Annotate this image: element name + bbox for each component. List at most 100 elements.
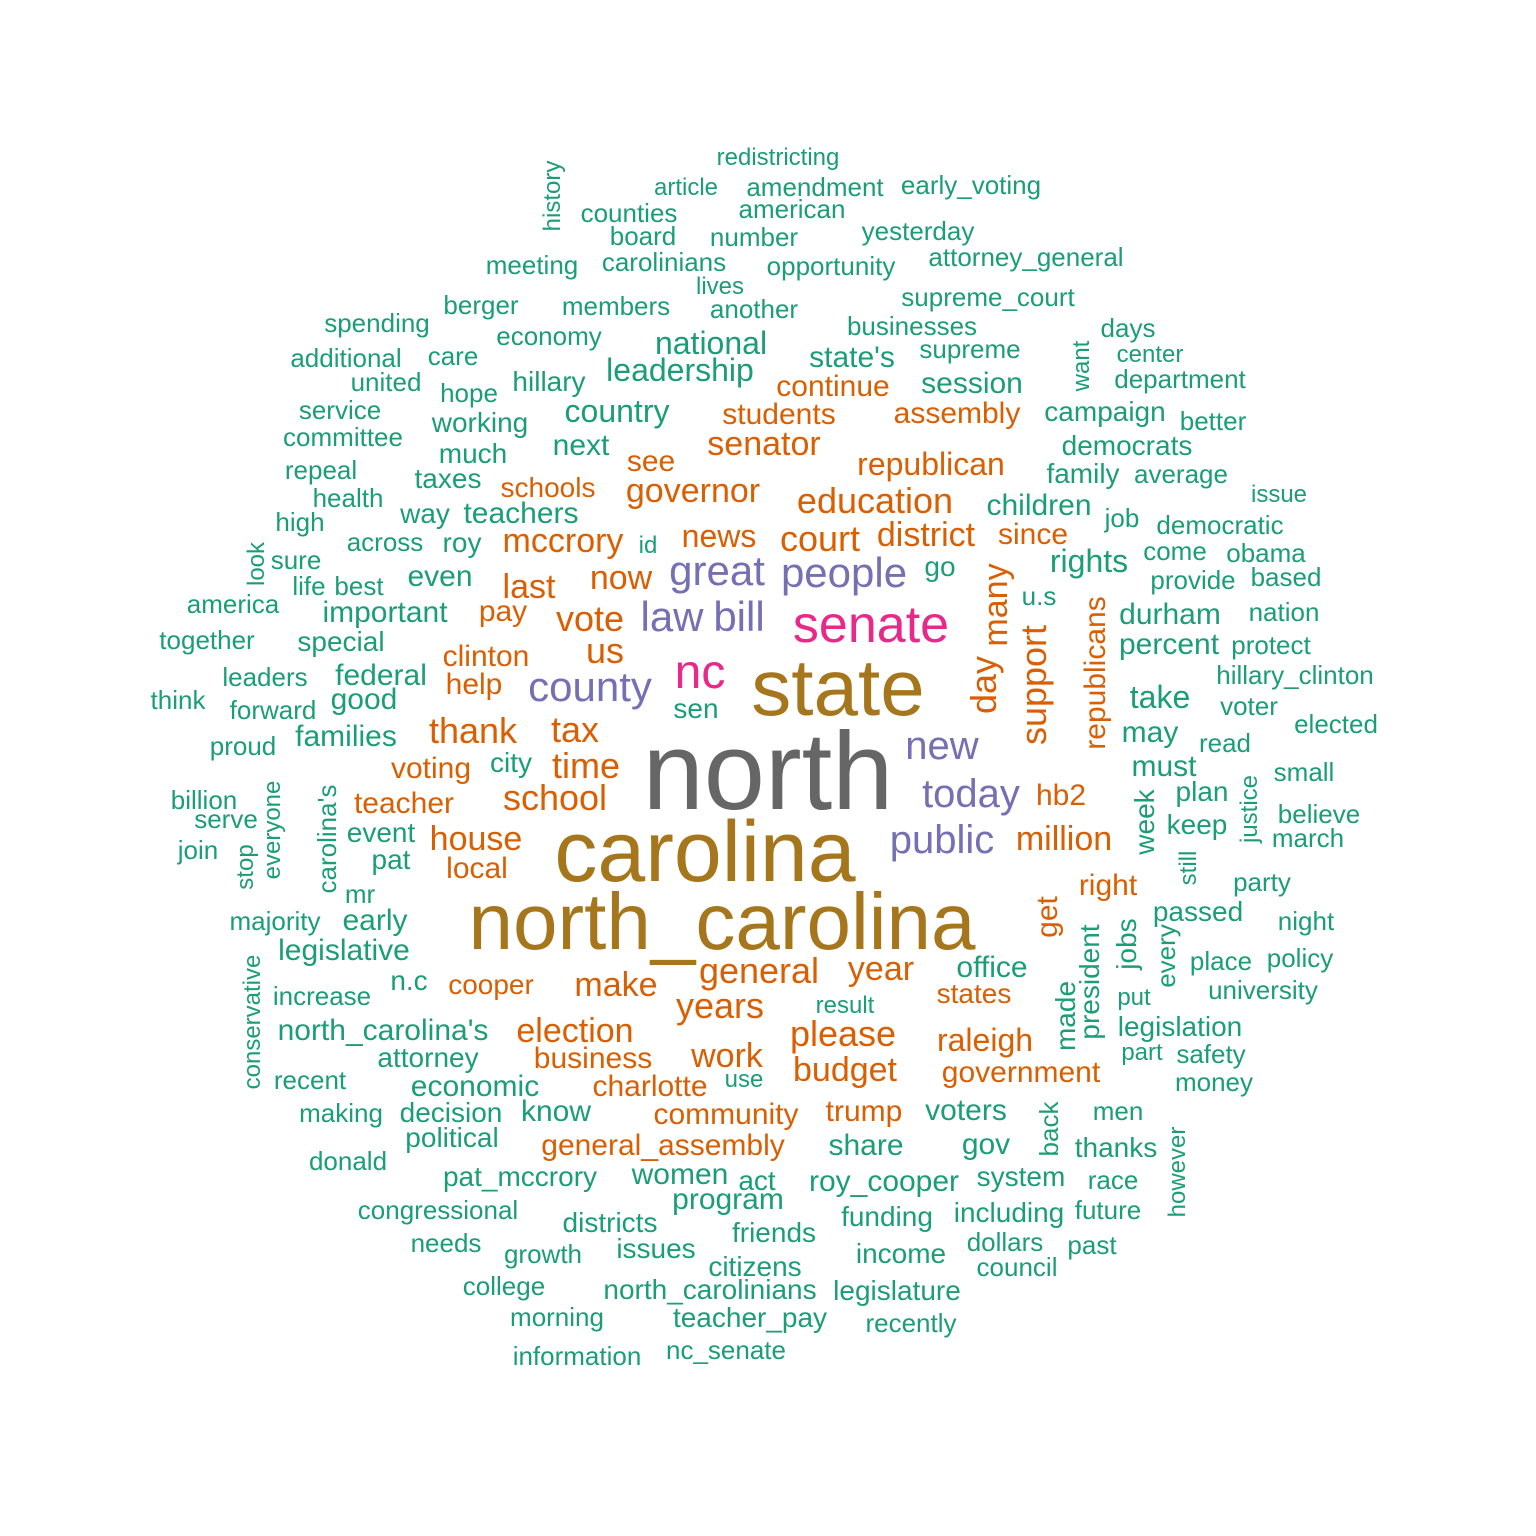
- word-country: country: [564, 393, 670, 429]
- word-bill: bill: [713, 593, 765, 640]
- word-may: may: [1121, 716, 1179, 749]
- word-council: council: [976, 1252, 1058, 1282]
- word-members: members: [561, 291, 671, 321]
- word-keep: keep: [1166, 809, 1228, 840]
- word-together: together: [159, 625, 255, 655]
- word-way: way: [400, 498, 450, 529]
- word-sure: sure: [270, 545, 322, 575]
- word-u-s: u.s: [1021, 581, 1057, 611]
- word-carolina-s: carolina's: [312, 784, 342, 894]
- word-right: right: [1078, 869, 1138, 902]
- word-percent: percent: [1118, 628, 1220, 661]
- word-meeting: meeting: [485, 250, 579, 280]
- word-thanks: thanks: [1074, 1132, 1158, 1163]
- word-democrats: democrats: [1061, 430, 1193, 461]
- word-growth: growth: [503, 1239, 583, 1269]
- word-families: families: [295, 720, 397, 753]
- word-berger: berger: [443, 290, 519, 320]
- word-believe: believe: [1277, 799, 1361, 829]
- word-districts: districts: [562, 1207, 658, 1238]
- word-cooper: cooper: [448, 969, 534, 1000]
- word-roy: roy: [442, 527, 482, 558]
- word-lives: lives: [695, 273, 745, 300]
- word-service: service: [298, 395, 382, 425]
- word-hope: hope: [440, 378, 498, 408]
- word-leaders: leaders: [222, 662, 308, 692]
- word-part: part: [1121, 1039, 1163, 1066]
- word-states: states: [936, 978, 1012, 1009]
- word-yesterday: yesterday: [861, 216, 975, 246]
- word-governor: governor: [625, 472, 761, 510]
- word-even: even: [407, 560, 473, 593]
- word-race: race: [1087, 1165, 1139, 1195]
- word-community: community: [653, 1098, 799, 1131]
- word-voter: voter: [1220, 691, 1278, 721]
- word-issue: issue: [1250, 481, 1308, 508]
- word-want: want: [1068, 340, 1095, 392]
- word-money: money: [1174, 1067, 1254, 1097]
- word-news: news: [681, 518, 757, 554]
- word-serve: serve: [194, 804, 258, 834]
- word-north-carolina-s: north_carolina's: [277, 1014, 489, 1047]
- word-congressional: congressional: [357, 1195, 519, 1225]
- word-hb2: hb2: [1035, 779, 1087, 812]
- word-know: know: [520, 1095, 592, 1128]
- word-put: put: [1117, 984, 1151, 1011]
- word-teacher-pay: teacher_pay: [672, 1302, 828, 1333]
- word-carolinians: carolinians: [601, 247, 727, 277]
- word-republicans: republicans: [1079, 596, 1112, 750]
- word-take: take: [1129, 679, 1191, 715]
- word-everyone: everyone: [259, 780, 286, 880]
- word-clinton: clinton: [442, 640, 530, 673]
- word-funding: funding: [841, 1201, 933, 1232]
- word-information: information: [512, 1341, 642, 1371]
- word-federal: federal: [335, 659, 427, 692]
- word-look: look: [243, 541, 270, 587]
- word-support: support: [1013, 624, 1054, 746]
- word-roy-cooper: roy_cooper: [808, 1165, 960, 1198]
- word-read: read: [1198, 728, 1252, 758]
- word-issues: issues: [616, 1233, 696, 1264]
- word-obama: obama: [1226, 538, 1306, 568]
- word-house: house: [429, 820, 523, 858]
- word-high: high: [275, 507, 325, 537]
- word-children: children: [986, 489, 1092, 522]
- word-early-voting: early_voting: [900, 170, 1042, 200]
- word-party: party: [1233, 867, 1291, 897]
- word-early: early: [342, 904, 408, 937]
- word-university: university: [1208, 975, 1318, 1005]
- word-great: great: [669, 547, 765, 594]
- word-supreme: supreme: [919, 334, 1021, 364]
- word-make: make: [574, 966, 658, 1004]
- word-better: better: [1179, 406, 1247, 436]
- word-pay: pay: [478, 595, 528, 628]
- word-citizens: citizens: [708, 1251, 802, 1282]
- word-republican: republican: [857, 446, 1005, 482]
- word-use: use: [724, 1066, 764, 1093]
- word-passed: passed: [1152, 896, 1244, 927]
- word-decision: decision: [399, 1097, 503, 1128]
- word-much: much: [438, 438, 508, 469]
- word-spending: spending: [324, 308, 430, 338]
- word-court: court: [779, 518, 861, 559]
- word-act: act: [738, 1165, 776, 1196]
- word-raleigh: raleigh: [936, 1022, 1034, 1058]
- word-based: based: [1250, 562, 1322, 592]
- word-making: making: [299, 1098, 383, 1128]
- word-people: people: [780, 549, 908, 596]
- word-health: health: [312, 483, 384, 513]
- word-march: march: [1271, 823, 1345, 853]
- word-department: department: [1114, 364, 1246, 394]
- word-come: come: [1143, 536, 1207, 566]
- word-across: across: [346, 527, 424, 557]
- word-million: million: [1015, 820, 1113, 858]
- word-including: including: [953, 1197, 1065, 1228]
- word-assembly: assembly: [893, 397, 1021, 430]
- word-justice: justice: [1236, 774, 1263, 844]
- word-general-assembly: general_assembly: [541, 1129, 785, 1162]
- word-school: school: [502, 777, 608, 818]
- word-college: college: [462, 1271, 546, 1301]
- word-us: us: [585, 630, 625, 671]
- word-public: public: [889, 818, 995, 862]
- word-past: past: [1067, 1230, 1117, 1260]
